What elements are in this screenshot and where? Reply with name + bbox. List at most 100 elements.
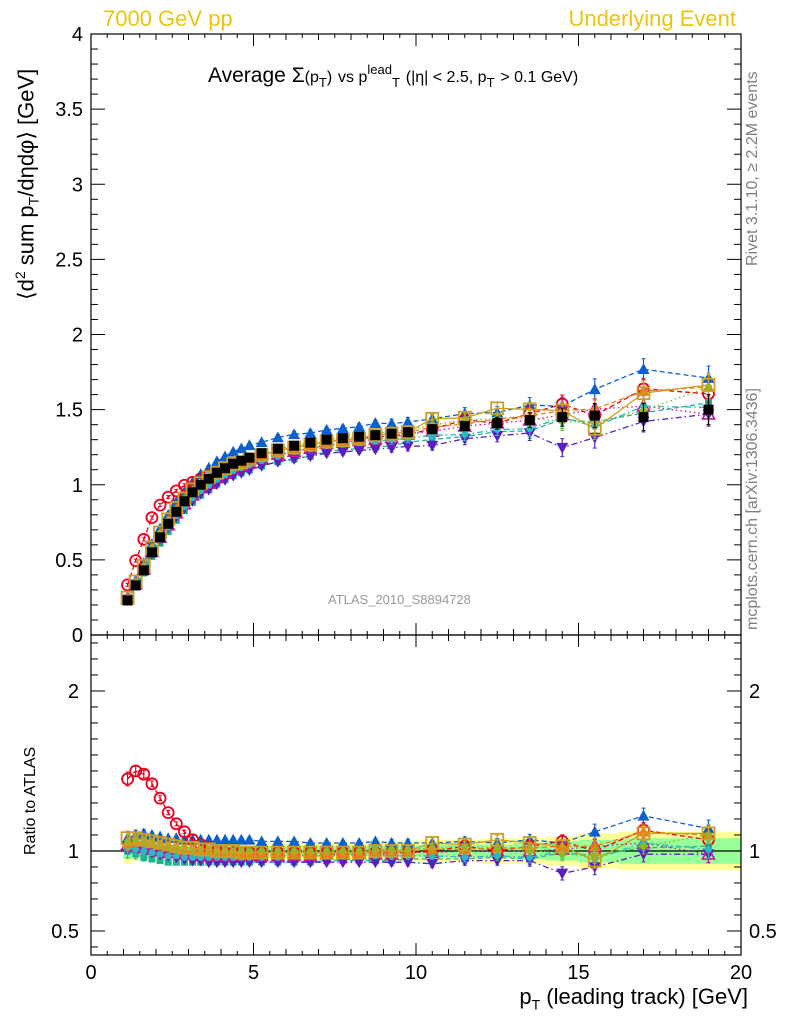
data-point: [705, 845, 712, 853]
x-axis-label: pT (leading track) [GeV]: [519, 984, 748, 1012]
data-point: [353, 420, 366, 432]
data-point: [336, 837, 349, 848]
data-point: [640, 842, 647, 850]
data-point: [400, 425, 415, 440]
data-point: [320, 837, 333, 848]
data-point: [163, 518, 174, 529]
data-point: [136, 832, 151, 847]
ratio-series-line: [127, 842, 709, 860]
ylabel-b: sum p: [13, 205, 39, 266]
data-point: [457, 837, 472, 852]
data-point: [370, 430, 381, 441]
data-point: [636, 826, 651, 841]
mcplots-reference-label: mcplots.cern.ch [arXiv:1306.3436]: [744, 388, 761, 630]
data-point: [128, 831, 143, 846]
x-tick-label: 15: [567, 962, 589, 984]
data-point: [319, 845, 334, 860]
ratio-series-line: [127, 831, 709, 854]
title-pt-close: ): [326, 69, 333, 86]
data-point: [254, 845, 269, 860]
data-point: [588, 383, 601, 395]
data-point: [243, 439, 256, 451]
data-point: [320, 423, 333, 435]
ratio-series-line: [127, 845, 709, 863]
rivet-version-label: Rivet 3.1.10, ≥ 2.2M events: [744, 71, 761, 266]
ratio-y-axis-label: Ratio to ATLAS: [22, 746, 39, 855]
data-point: [180, 853, 188, 861]
data-point: [336, 447, 349, 458]
x-tick-label: 20: [730, 962, 752, 984]
main-y-axis-label: ⟨d2 sum pT/dηdφ⟩ [GeV]: [12, 69, 42, 300]
xlabel-b: (leading track) [GeV]: [546, 984, 748, 1009]
data-point: [353, 857, 366, 869]
data-point: [400, 844, 415, 858]
data-point: [526, 853, 534, 861]
data-point: [305, 437, 316, 448]
data-point: [140, 847, 148, 855]
data-point: [179, 496, 190, 507]
ratio-y-tick-label-right: 2: [749, 681, 760, 703]
ratio-series-line: [127, 832, 709, 862]
main-y-tick-label: 0: [72, 625, 83, 647]
main-series-line: [126, 402, 709, 601]
data-point: [156, 857, 164, 865]
data-point: [426, 440, 439, 452]
data-point: [701, 377, 716, 392]
title-cuts-sub: T: [486, 75, 495, 91]
data-point: [210, 844, 224, 858]
data-point: [402, 427, 413, 438]
ylabel-sup: 2: [12, 271, 28, 280]
title-prefix: Average: [208, 64, 286, 87]
data-point: [255, 436, 268, 448]
data-point: [169, 817, 183, 831]
data-point: [701, 826, 716, 841]
data-point: [587, 853, 602, 868]
data-point: [386, 428, 397, 439]
main-series-ATLAS: [122, 394, 714, 606]
data-point: [187, 487, 198, 498]
data-point: [148, 855, 156, 863]
data-point: [526, 425, 534, 433]
main-series-line: [126, 386, 709, 599]
ratio-panel-frame: [90, 634, 742, 956]
title-cuts-b: > 0.1 GeV): [500, 69, 579, 86]
data-point: [201, 842, 216, 857]
ratio-y-tick-label: 0.5: [51, 921, 79, 943]
data-point: [236, 455, 247, 466]
ratio-series-line: [127, 834, 709, 857]
data-point: [140, 853, 148, 861]
data-point: [243, 833, 256, 845]
main-y-tick-label: 1: [72, 475, 83, 497]
main-y-tick-label: 0.5: [55, 550, 83, 572]
data-point: [210, 833, 223, 845]
analysis-watermark: ATLAS_2010_S8894728: [328, 592, 471, 607]
data-point: [385, 857, 398, 869]
data-point: [177, 840, 192, 855]
data-point: [185, 840, 200, 855]
data-point: [556, 442, 569, 454]
data-point: [145, 511, 159, 525]
data-point: [336, 422, 349, 434]
ratio-series-line: [127, 845, 709, 875]
data-point: [137, 767, 151, 781]
data-point: [153, 791, 167, 805]
data-point: [153, 836, 167, 850]
data-point: [493, 852, 501, 860]
data-point: [130, 580, 141, 591]
ratio-series-s9: [120, 824, 716, 869]
data-point: [288, 428, 301, 440]
ylabel-c: /dηdφ⟩ [GeV]: [13, 68, 39, 197]
data-point: [369, 835, 382, 847]
data-point: [637, 363, 650, 375]
data-point: [352, 845, 367, 860]
ratio-y-tick-label: 1: [68, 841, 79, 863]
data-point: [321, 434, 332, 445]
data-point: [148, 849, 156, 857]
data-point: [161, 490, 175, 504]
data-point: [227, 445, 240, 457]
data-point: [384, 426, 399, 441]
xlabel-a: p: [519, 984, 532, 1009]
beam-energy-label: 7000 GeV pp: [103, 6, 233, 31]
data-point: [369, 444, 382, 456]
data-point: [426, 859, 439, 870]
